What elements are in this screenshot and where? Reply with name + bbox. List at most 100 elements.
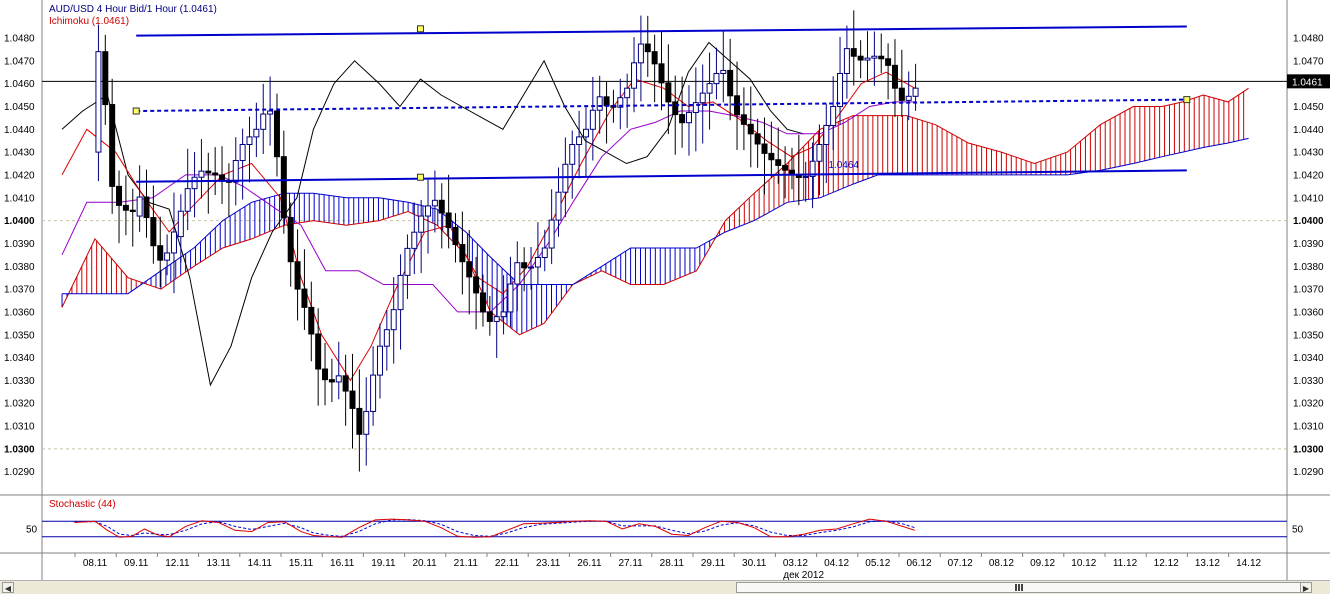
- price-tick-left: 1.0390: [4, 239, 35, 250]
- trendline-anchor: [1183, 96, 1191, 104]
- candle-body: [122, 204, 129, 211]
- time-tick-label: 19.11: [371, 558, 396, 569]
- stochastic-axis-label-right: 50: [1292, 525, 1304, 536]
- candle-body: [466, 261, 473, 278]
- candle-body: [823, 124, 830, 146]
- candle-body: [589, 109, 596, 130]
- candle-body: [356, 407, 363, 435]
- price-tick-right: 1.0370: [1293, 285, 1324, 296]
- time-tick-label: 09.11: [124, 558, 149, 569]
- candle-body: [761, 143, 768, 154]
- price-tick-left: 1.0470: [4, 56, 35, 67]
- time-tick-label: 06.12: [906, 558, 931, 569]
- candle-body: [569, 144, 576, 165]
- candle-body: [878, 55, 885, 60]
- price-tick-right: 1.0290: [1293, 467, 1324, 478]
- candle-body: [857, 55, 864, 61]
- candle-body: [699, 92, 706, 104]
- stochastic-label: Stochastic (44): [49, 499, 116, 510]
- candle-body: [198, 170, 205, 178]
- price-tick-left: 1.0330: [4, 376, 35, 387]
- price-tick-right: 1.0420: [1293, 170, 1324, 181]
- candle-body: [802, 175, 809, 178]
- candle-body: [390, 309, 397, 331]
- time-tick-label: 12.12: [1154, 558, 1179, 569]
- time-tick-label: 13.12: [1195, 558, 1220, 569]
- candle-body: [267, 110, 274, 115]
- month-label: дек 2012: [783, 570, 824, 581]
- price-tick-right: 1.0400: [1293, 216, 1324, 227]
- time-tick-label: 30.11: [742, 558, 767, 569]
- candle-body: [507, 283, 514, 313]
- price-tick-left: 1.0410: [4, 193, 35, 204]
- candle-body: [631, 62, 638, 89]
- candle-body: [871, 55, 878, 59]
- candle-body: [747, 123, 754, 135]
- candle-body: [170, 231, 177, 254]
- candle-body: [459, 244, 466, 263]
- time-tick-label: 08.11: [83, 558, 108, 569]
- price-tick-left: 1.0310: [4, 422, 35, 433]
- price-tick-right: 1.0380: [1293, 262, 1324, 273]
- candle-body: [596, 96, 603, 111]
- candle-body: [603, 96, 610, 107]
- candle-body: [644, 43, 651, 53]
- candle-body: [473, 276, 480, 294]
- trendline-anchor: [416, 25, 424, 33]
- scrollbar-thumb[interactable]: [736, 582, 1302, 593]
- price-tick-right: 1.0470: [1293, 56, 1324, 67]
- candle-body: [830, 105, 837, 126]
- arrow-right-icon[interactable]: ▶: [1300, 582, 1312, 593]
- candle-body: [885, 58, 892, 66]
- time-tick-label: 07.12: [948, 558, 973, 569]
- candle-body: [328, 379, 335, 383]
- candle-body: [370, 374, 377, 412]
- candle-body: [273, 110, 280, 158]
- time-tick-label: 11.12: [1113, 558, 1138, 569]
- candle-body: [397, 274, 404, 311]
- candle-body: [582, 128, 589, 138]
- candle-body: [727, 69, 734, 97]
- time-tick-label: 09.12: [1030, 558, 1055, 569]
- price-tick-right: 1.0340: [1293, 353, 1324, 364]
- candle-body: [425, 205, 432, 217]
- candle-body: [541, 247, 548, 259]
- price-tick-left: 1.0290: [4, 467, 35, 478]
- price-tick-left: 1.0450: [4, 102, 35, 113]
- candle-body: [287, 217, 294, 263]
- candle-body: [260, 113, 267, 130]
- dashed-trendline: [136, 98, 1187, 113]
- candle-body: [411, 231, 418, 249]
- candle-body: [658, 63, 665, 84]
- price-tick-right: 1.0410: [1293, 193, 1324, 204]
- ichimoku-label: Ichimoku (1.0461): [49, 16, 130, 27]
- candle-body: [335, 375, 342, 383]
- candle-body: [177, 210, 184, 238]
- horizontal-scrollbar[interactable]: ◀ ▶: [0, 580, 1330, 594]
- candle-body: [740, 114, 747, 125]
- candle-body: [891, 64, 898, 89]
- candle-body: [782, 164, 789, 171]
- arrow-left-icon[interactable]: ◀: [2, 582, 14, 593]
- candle-body: [528, 266, 535, 269]
- candle-body: [191, 176, 198, 190]
- candle-body: [452, 226, 459, 246]
- price-tick-left: 1.0350: [4, 330, 35, 341]
- candle-body: [816, 144, 823, 162]
- candle-body: [576, 136, 583, 146]
- chikou-span-line: [61, 41, 804, 387]
- candle-body: [349, 390, 356, 409]
- chart-title: AUD/USD 4 Hour Bid/1 Hour (1.0461): [49, 4, 217, 15]
- candle-body: [102, 51, 109, 106]
- price-tick-left: 1.0440: [4, 125, 35, 136]
- candle-body: [486, 311, 493, 322]
- candle-body: [246, 136, 253, 146]
- candle-body: [376, 345, 383, 376]
- candle-body: [150, 217, 157, 247]
- candle-body: [164, 252, 171, 261]
- candle-body: [143, 196, 150, 219]
- price-tick-right: 1.0480: [1293, 33, 1324, 44]
- candle-body: [232, 159, 239, 183]
